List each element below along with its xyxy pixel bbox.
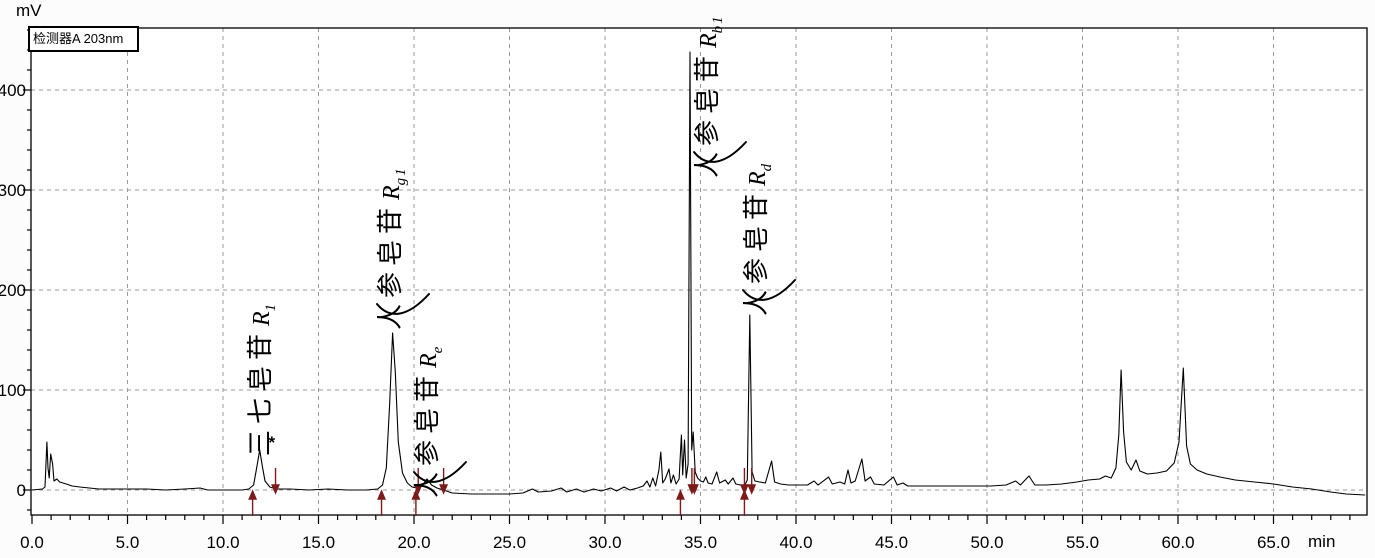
svg-text:0.0: 0.0 bbox=[20, 533, 44, 552]
peak-label-r: R bbox=[416, 353, 442, 368]
peak-label-cn: 三七皂苷 bbox=[246, 327, 276, 456]
peak-label-ginsenoside-Rd: 人参皂苷Rd bbox=[740, 161, 775, 316]
peak-label-cn: 人参皂苷 bbox=[413, 369, 443, 498]
svg-text:50.0: 50.0 bbox=[970, 533, 1003, 552]
apex-asterisk-marker: * bbox=[268, 433, 275, 452]
peak-label-cn: 人参皂苷 bbox=[376, 201, 406, 330]
peak-label-cn: 人参皂苷 bbox=[693, 49, 723, 178]
chromatogram-trace bbox=[31, 51, 1366, 496]
label-flourish-strokes bbox=[376, 141, 796, 483]
peak-label-sub: d bbox=[759, 161, 775, 172]
tick-labels: 0.0 5.0 10.0 15.0 20.0 25.0 30.0 35.0 40.0 45.0 50… bbox=[0, 81, 1290, 552]
svg-text:5.0: 5.0 bbox=[116, 533, 140, 552]
peak-label-sub: b1 bbox=[710, 14, 726, 34]
svg-text:10.0: 10.0 bbox=[206, 533, 239, 552]
x-axis-unit-label: min bbox=[1308, 532, 1336, 551]
svg-text:55.0: 55.0 bbox=[1066, 533, 1099, 552]
svg-text:300: 300 bbox=[0, 181, 26, 200]
svg-text:400: 400 bbox=[0, 81, 26, 100]
detector-wavelength-label: 检测器A 203nm bbox=[28, 26, 139, 52]
axis-ticks bbox=[23, 29, 1351, 524]
svg-text:65.0: 65.0 bbox=[1257, 533, 1290, 552]
peak-label-r: R bbox=[249, 311, 275, 326]
plot-border bbox=[30, 27, 1368, 516]
y-axis-unit-label: mV bbox=[16, 1, 42, 20]
peak-label-ginsenoside-Rb1: 人参皂苷Rb1 bbox=[691, 14, 726, 178]
peak-label-ginsenoside-Re: 人参皂苷Re bbox=[411, 344, 446, 498]
svg-text:0: 0 bbox=[17, 481, 26, 500]
svg-text:60.0: 60.0 bbox=[1161, 533, 1194, 552]
svg-text:45.0: 45.0 bbox=[875, 533, 908, 552]
plot-area bbox=[31, 28, 1367, 515]
svg-text:200: 200 bbox=[0, 281, 26, 300]
svg-text:30.0: 30.0 bbox=[588, 533, 621, 552]
peak-label-r: R bbox=[379, 185, 405, 200]
peak-label-sub: e bbox=[430, 344, 446, 354]
peak-label-sub: g1 bbox=[393, 166, 409, 186]
peak-label-r: R bbox=[696, 33, 722, 48]
svg-text:100: 100 bbox=[0, 381, 26, 400]
svg-text:15.0: 15.0 bbox=[302, 533, 335, 552]
svg-text:35.0: 35.0 bbox=[684, 533, 717, 552]
svg-text:40.0: 40.0 bbox=[779, 533, 812, 552]
detector-label-text: 检测器A 203nm bbox=[33, 31, 124, 46]
peak-label-sub: 1 bbox=[263, 301, 279, 312]
grid-lines bbox=[31, 28, 1367, 515]
svg-text:25.0: 25.0 bbox=[493, 533, 526, 552]
peak-label-ginsenoside-Rg1: 人参皂苷Rg1 bbox=[374, 166, 409, 330]
integration-arrows bbox=[248, 468, 757, 516]
peak-label-notoginsenoside-R1: 三七皂苷R1 bbox=[244, 301, 279, 456]
svg-text:20.0: 20.0 bbox=[397, 533, 430, 552]
peak-label-r: R bbox=[745, 171, 771, 186]
peak-label-cn: 人参皂苷 bbox=[742, 187, 772, 316]
